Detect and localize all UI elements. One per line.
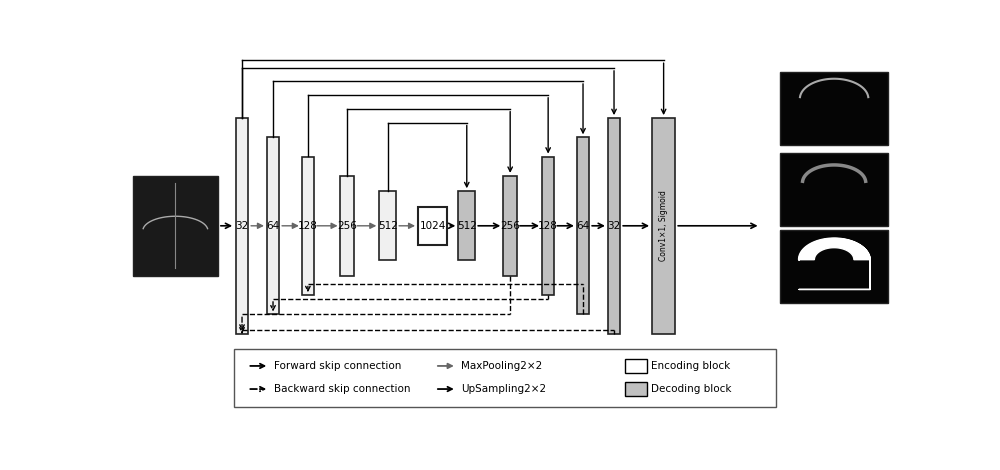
Text: 512: 512 [457, 221, 477, 231]
Text: 1024: 1024 [419, 221, 446, 231]
Bar [234, 349, 776, 407]
Text: 128: 128 [538, 221, 558, 231]
Bar [625, 382, 647, 396]
Polygon shape [799, 238, 870, 260]
Bar [458, 191, 475, 260]
Text: MaxPooling2×2: MaxPooling2×2 [461, 361, 543, 371]
Text: 256: 256 [337, 221, 357, 231]
Bar [780, 153, 888, 226]
Text: 64: 64 [576, 221, 590, 231]
Text: 32: 32 [235, 221, 249, 231]
Bar [503, 176, 517, 276]
Bar [652, 118, 675, 334]
Bar [340, 176, 354, 276]
Text: UpSampling2×2: UpSampling2×2 [461, 384, 546, 394]
Bar [625, 359, 647, 373]
Text: 512: 512 [378, 221, 398, 231]
Bar [267, 137, 279, 314]
Text: Conv1×1, Sigmoid: Conv1×1, Sigmoid [659, 190, 668, 261]
Text: Forward skip connection: Forward skip connection [274, 361, 401, 371]
Bar [418, 206, 447, 245]
Text: Decoding block: Decoding block [651, 384, 732, 394]
Bar [780, 72, 888, 145]
Text: 256: 256 [500, 221, 520, 231]
Text: Backward skip connection: Backward skip connection [274, 384, 410, 394]
Text: 32: 32 [607, 221, 621, 231]
Bar [379, 191, 396, 260]
Bar [608, 118, 620, 334]
Bar [133, 176, 218, 276]
Bar [780, 230, 888, 303]
Text: 128: 128 [298, 221, 318, 231]
Text: Encoding block: Encoding block [651, 361, 730, 371]
Bar [236, 118, 248, 334]
Text: 64: 64 [266, 221, 280, 231]
Bar [577, 137, 589, 314]
Bar [302, 157, 314, 295]
Bar [542, 157, 554, 295]
